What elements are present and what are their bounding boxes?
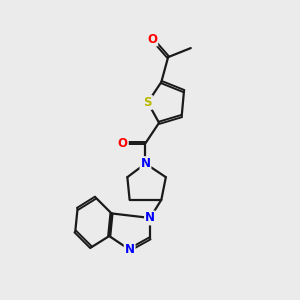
Text: O: O xyxy=(147,32,157,46)
Text: N: N xyxy=(140,157,151,170)
Text: N: N xyxy=(145,212,155,224)
Text: N: N xyxy=(124,243,135,256)
Text: O: O xyxy=(118,137,128,150)
Text: S: S xyxy=(143,96,152,109)
